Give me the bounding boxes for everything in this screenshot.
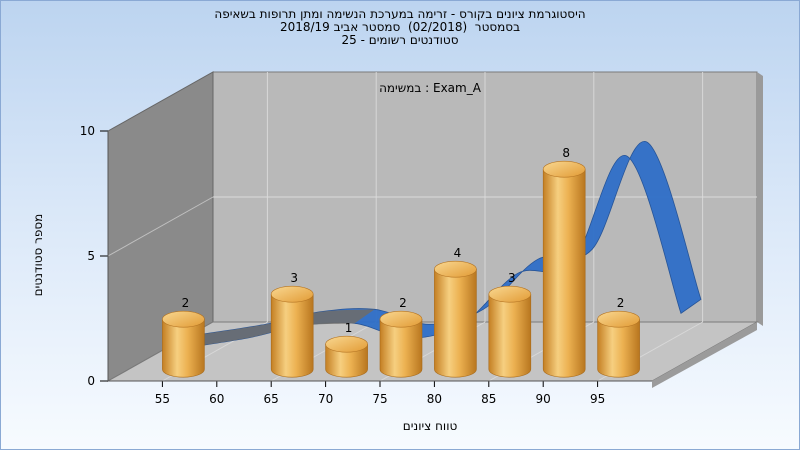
bar-body: [434, 268, 477, 378]
title-line-2: בסמסטר (02/2018) סמסטר אביב 2018/19: [279, 20, 521, 34]
x-tick-label: 80: [427, 392, 442, 406]
bar: [488, 285, 532, 378]
x-tick-label: 90: [536, 392, 551, 406]
chart-title: היסטוגרמת ציונים בקורס - זרימה במערכת הנ…: [0, 8, 800, 47]
bar-top: [542, 160, 586, 178]
series-annotation: במשימה : Exam_A: [379, 81, 482, 95]
data-label: 2: [399, 296, 407, 310]
bar-body: [488, 293, 532, 378]
x-tick-label: 70: [318, 392, 333, 406]
y-axis-title: מספר סטודנטים: [31, 213, 45, 297]
floor-edge: [652, 322, 757, 388]
bar: [270, 285, 314, 378]
data-label: 2: [617, 296, 625, 310]
x-tick-label: 60: [209, 392, 224, 406]
bar-body: [597, 318, 640, 378]
bar-top: [270, 285, 314, 303]
y-tick-label: 0: [87, 374, 95, 388]
data-label: 3: [508, 271, 516, 285]
bar: [597, 310, 640, 378]
x-tick-label: 85: [481, 392, 496, 406]
bar-top: [162, 310, 205, 328]
bar-body: [325, 343, 368, 378]
data-label: 4: [454, 246, 462, 260]
gridline-h-left: [107, 196, 214, 257]
data-label: 1: [345, 321, 353, 335]
bar: [162, 310, 205, 378]
bar-body: [542, 168, 586, 378]
y-tick-label: 10: [80, 124, 95, 138]
x-axis-title: טווח ציונים: [402, 419, 458, 433]
bar-top: [597, 310, 640, 328]
data-label: 2: [182, 296, 190, 310]
bar: [379, 310, 423, 378]
x-tick-label: 75: [372, 392, 387, 406]
bar: [325, 335, 368, 378]
bar-body: [379, 318, 423, 378]
bar-top: [488, 285, 532, 303]
bar: [434, 260, 477, 378]
back-wall-edge: [757, 72, 763, 326]
x-tick-label: 65: [264, 392, 279, 406]
bar-body: [162, 318, 205, 378]
bar-top: [325, 335, 368, 353]
title-line-3: סטודנטים רשומים - 25: [341, 33, 459, 47]
x-tick-label: 55: [155, 392, 170, 406]
data-label: 3: [290, 271, 298, 285]
bar-top: [379, 310, 423, 328]
x-tick-label: 95: [590, 392, 605, 406]
data-label: 8: [562, 146, 570, 160]
bar-body: [270, 293, 314, 378]
distribution-ribbon-underside: [164, 309, 375, 351]
bar-top: [434, 260, 477, 278]
title-line-1: היסטוגרמת ציונים בקורס - זרימה במערכת הנ…: [214, 7, 586, 21]
bar: [542, 160, 586, 378]
y-tick-label: 5: [87, 249, 95, 263]
